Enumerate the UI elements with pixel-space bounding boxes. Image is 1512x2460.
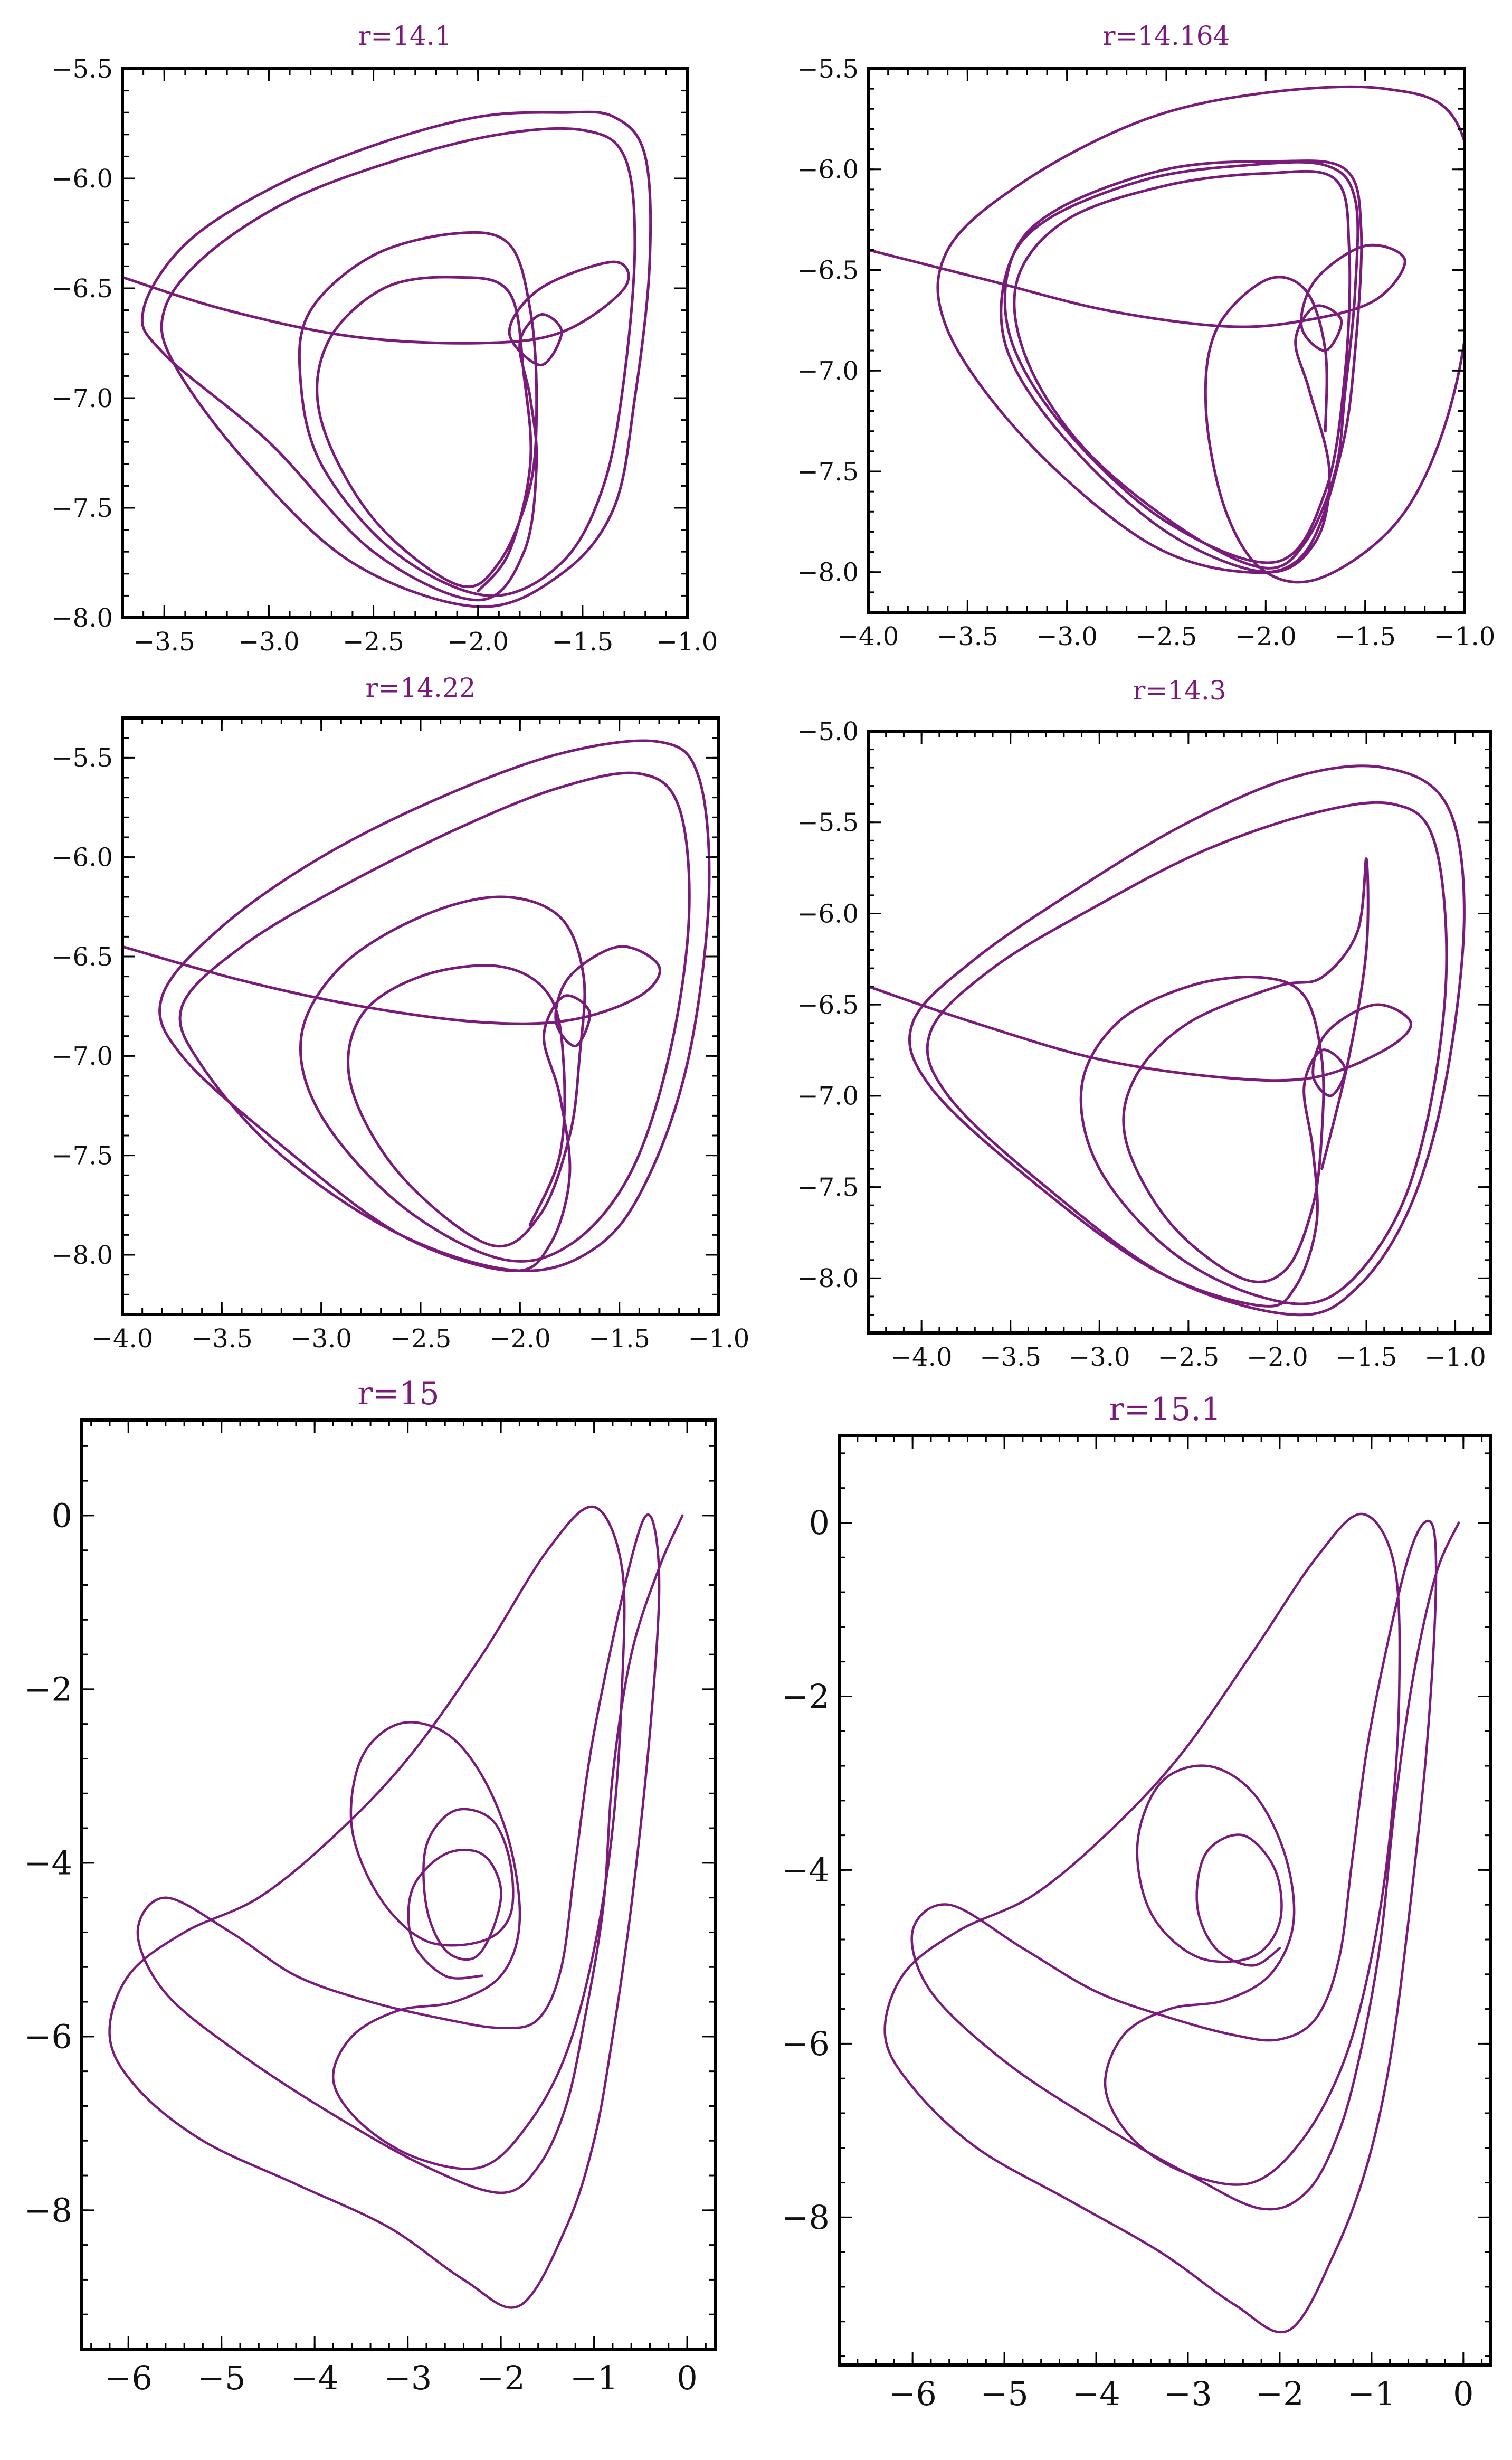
x-tick-label: −3.0 [290, 1324, 352, 1354]
orbit-trajectory [108, 1505, 684, 2309]
y-tick-label: −6.5 [797, 990, 859, 1020]
x-tick-label: −4 [1072, 2374, 1120, 2413]
x-tick-label: −2.5 [1158, 1342, 1220, 1372]
x-tick-label: −2.5 [390, 1324, 452, 1354]
plot-frame [80, 1418, 717, 2351]
plot-frame [838, 1434, 1492, 2367]
plot-frame [121, 67, 689, 619]
y-tick-label: −6.0 [51, 164, 113, 194]
y-tick-label: −5.5 [797, 808, 859, 838]
x-tick-label: −2 [477, 2359, 525, 2397]
y-tick-label: −8.0 [797, 1264, 859, 1293]
orbit-trajectory [868, 85, 1465, 584]
panel-r-15-1: r=15.1 −6 −5 −4 −3 −2 −1 0 −8 −6 −4 −2 0 [782, 1391, 1492, 2413]
panel-r-15: r=15 −6 −5 −4 −3 −2 −1 0 −8 −6 −4 −2 0 [24, 1375, 717, 2397]
x-tick-label: −2.0 [1235, 622, 1297, 651]
y-tick-label: −5.5 [51, 743, 113, 773]
x-tick-label: −6 [104, 2359, 153, 2397]
x-tick-label: −2.0 [1247, 1342, 1308, 1372]
orbit-trajectory [883, 1512, 1460, 2334]
x-tick-label: −1.0 [657, 627, 718, 657]
y-tick-label: 0 [52, 1497, 72, 1535]
x-tick-label: −1 [1347, 2374, 1395, 2413]
orbit-trajectory [122, 739, 711, 1272]
x-tick-label: −4.0 [838, 622, 899, 651]
y-tick-label: −6.5 [51, 274, 113, 304]
panel-title: r=14.1 [358, 21, 451, 51]
x-tick-label: −3.0 [1069, 1342, 1130, 1372]
x-tick-label: −1.0 [688, 1324, 750, 1354]
y-tick-label: −8 [782, 2198, 830, 2237]
x-tick-label: −6 [888, 2374, 936, 2413]
y-tick-label: −6.0 [797, 155, 859, 185]
x-tick-label: −4.0 [92, 1324, 154, 1354]
y-tick-label: −8.0 [51, 603, 113, 633]
x-tick-label: 0 [677, 2359, 697, 2397]
y-tick-label: −8.0 [797, 558, 859, 588]
y-tick-label: −4 [782, 1851, 830, 1889]
x-tick-label: 0 [1453, 2374, 1473, 2413]
y-tick-label: −6.5 [51, 942, 113, 972]
x-tick-label: −3.0 [1036, 622, 1098, 651]
y-tick-label: −5.0 [797, 717, 859, 746]
y-tick-label: 0 [809, 1503, 830, 1542]
panel-r-14-1: r=14.1 −3.5 −3.0 −2.5 −2.0 −1.5 −1.0 −8.0 −7.5 −7… [51, 21, 718, 657]
x-tick-label: −3 [1164, 2374, 1212, 2413]
y-tick-label: −7.5 [797, 1172, 859, 1202]
y-tick-label: −7.5 [51, 1141, 113, 1170]
plot-frame [867, 730, 1492, 1335]
y-tick-label: −6.0 [797, 899, 859, 929]
y-tick-label: −8 [24, 2191, 72, 2230]
panel-title: r=14.3 [1133, 675, 1226, 706]
panel-title: r=14.164 [1103, 21, 1230, 51]
x-tick-label: −4.0 [891, 1342, 953, 1372]
orbit-trajectory [868, 764, 1466, 1317]
x-tick-label: −2.0 [447, 627, 509, 657]
panel-title: r=14.22 [366, 673, 476, 703]
y-tick-label: −6.5 [797, 256, 859, 285]
panel-r-14-22: r=14.22 −4.0 −3.5 −3.0 −2.5 −2.0 −1.5 −1.0 −8.0 −… [51, 673, 749, 1354]
y-tick-label: −7.5 [797, 457, 859, 487]
x-tick-label: −3.5 [134, 627, 195, 657]
x-tick-label: −1.5 [1334, 622, 1396, 651]
x-tick-label: −2.5 [1136, 622, 1197, 651]
y-tick-label: −6.0 [51, 843, 113, 872]
x-tick-label: −5 [197, 2359, 245, 2397]
x-tick-label: −3.5 [937, 622, 999, 651]
y-tick-label: −2 [24, 1670, 72, 1709]
y-tick-label: −7.0 [797, 356, 859, 386]
y-tick-label: −7.0 [797, 1082, 859, 1111]
x-tick-label: −1.5 [588, 1324, 650, 1354]
x-tick-label: −5 [980, 2374, 1028, 2413]
y-tick-label: −7.5 [51, 494, 113, 523]
y-tick-label: −5.5 [51, 54, 113, 84]
y-tick-label: −7.0 [51, 1042, 113, 1071]
x-tick-label: −3 [384, 2359, 432, 2397]
panel-title: r=15 [357, 1375, 439, 1412]
y-tick-label: −6 [24, 2018, 72, 2056]
x-tick-label: −3.5 [980, 1342, 1041, 1372]
x-tick-label: −2.5 [343, 627, 404, 657]
y-tick-label: −7.0 [51, 384, 113, 413]
x-tick-label: −1.5 [1336, 1342, 1397, 1372]
panel-title: r=15.1 [1109, 1391, 1221, 1428]
y-tick-label: −8.0 [51, 1241, 113, 1270]
x-tick-label: −3.0 [238, 627, 300, 657]
y-tick-label: −4 [24, 1844, 72, 1882]
x-tick-label: −4 [290, 2359, 338, 2397]
x-tick-label: −2.0 [489, 1324, 551, 1354]
y-tick-label: −2 [782, 1677, 830, 1716]
x-tick-label: −1.0 [1434, 622, 1496, 651]
x-tick-label: −1 [570, 2359, 618, 2397]
orbit-trajectory [122, 110, 652, 608]
y-tick-label: −5.5 [797, 54, 859, 84]
x-tick-label: −1.5 [552, 627, 614, 657]
y-tick-label: −6 [782, 2024, 830, 2063]
x-tick-label: −3.5 [191, 1324, 253, 1354]
x-tick-label: −1.0 [1424, 1342, 1486, 1372]
x-tick-label: −2 [1256, 2374, 1304, 2413]
panel-r-14-3: r=14.3 −4.0 −3.5 −3.0 −2.5 −2.0 −1.5 −1.0 −8.0 −7… [797, 675, 1492, 1372]
panel-r-14-164: r=14.164 −4.0 −3.5 −3.0 −2.5 −2.0 −1.5 −1.0 −8.0… [797, 21, 1495, 651]
